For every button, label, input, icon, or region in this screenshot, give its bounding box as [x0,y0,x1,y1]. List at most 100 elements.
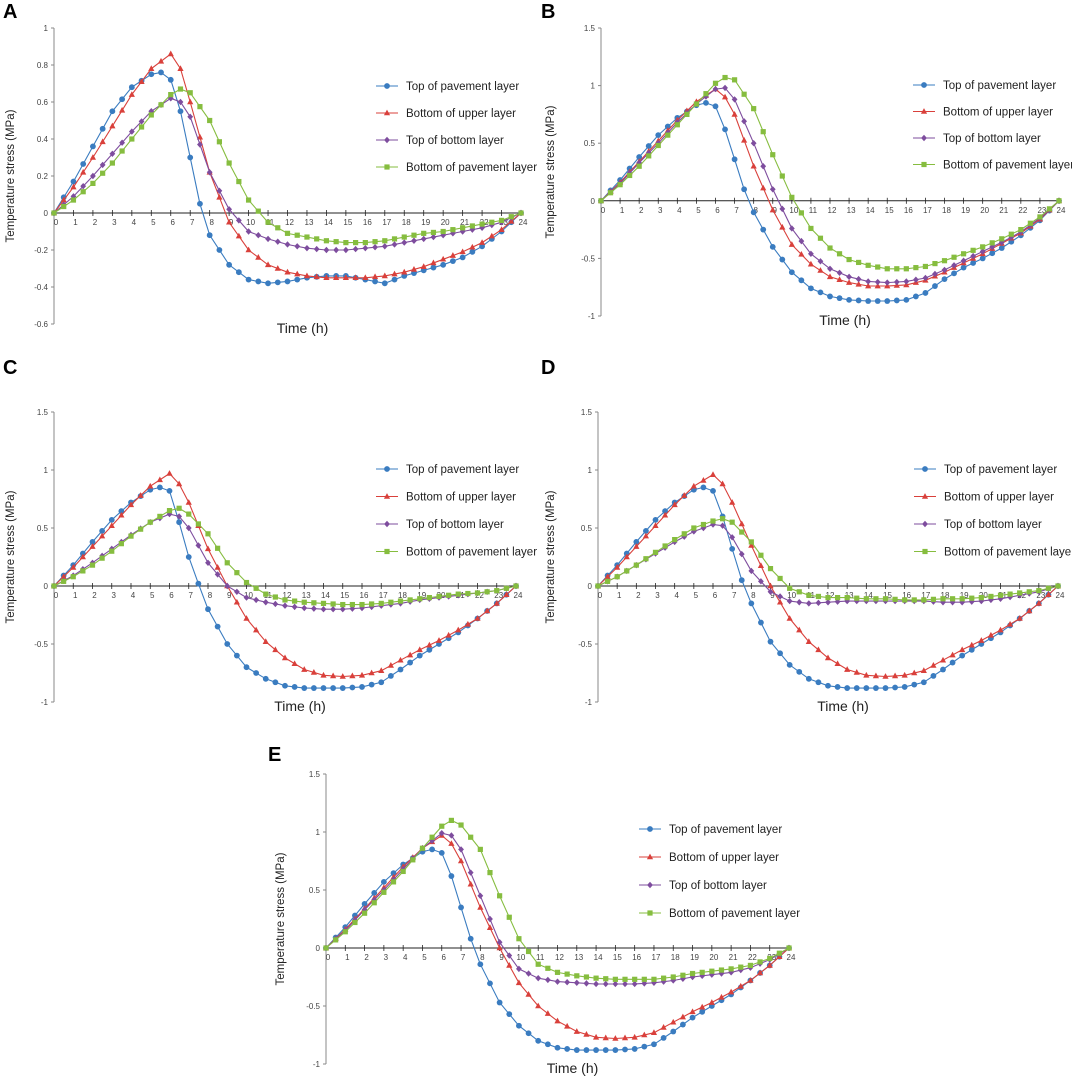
data-point [979,248,986,255]
data-point [921,597,927,603]
data-point [167,95,174,102]
data-point [846,296,852,303]
data-point [235,217,242,224]
x-tick-label: 17 [923,206,932,215]
data-point [448,817,454,823]
data-point [311,600,317,606]
data-point [274,279,281,286]
data-point [940,666,946,673]
data-point [893,278,900,286]
data-point [207,117,213,124]
x-tick-label: 14 [866,206,875,215]
data-point [426,641,433,648]
data-point [284,241,291,248]
x-tick-label: 0 [54,591,59,600]
data-point [284,278,291,285]
data-point [294,276,301,283]
data-point [836,251,843,257]
data-point [60,196,67,203]
data-point [874,282,881,289]
data-point [109,160,115,166]
data-point [633,539,640,545]
y-tick-label: -1 [313,1060,321,1069]
data-point [177,108,184,115]
y-tick-label: -0.5 [578,640,592,649]
data-point [265,219,271,225]
data-point [583,980,590,987]
data-point [80,182,87,190]
x-tick-label: 6 [171,218,176,227]
data-point [853,685,860,691]
y-tick-label: -1 [585,698,593,707]
data-point [689,1014,696,1021]
data-point [834,595,841,601]
data-point [655,142,661,149]
data-point [825,599,831,606]
data-point [477,846,483,852]
data-point [349,601,355,608]
legend-item: Top of pavement layer [639,824,782,836]
data-point [226,206,233,213]
data-point [930,596,937,602]
data-point [739,529,745,535]
x-tick-label: 9 [229,218,234,227]
data-point [807,260,815,267]
data-point [855,280,862,287]
data-point [853,669,860,675]
data-point [518,210,524,216]
data-point [61,203,67,210]
data-point [825,682,831,689]
legend-item: Bottom of upper layer [639,852,779,864]
data-point [333,937,339,943]
data-point [391,236,398,242]
data-point [381,272,388,279]
data-point [438,849,445,856]
legend-label: Bottom of pavement layer [669,908,800,920]
x-tick-label: 4 [131,591,136,600]
data-point [865,278,872,285]
data-point [381,889,387,895]
data-point [60,573,67,580]
data-point [411,232,417,238]
x-tick-label: 19 [417,591,426,600]
data-point [710,518,716,524]
data-point [147,519,153,525]
x-tick-label: 12 [555,953,564,962]
data-point [330,606,337,613]
data-point [959,646,966,653]
data-point [421,230,427,236]
data-point [836,276,843,283]
data-point [459,254,466,261]
data-point [863,596,869,602]
data-point [382,238,388,244]
data-point [671,501,678,508]
data-point [176,519,183,526]
data-point [911,597,917,603]
data-point [99,528,106,534]
data-point [806,592,812,598]
data-point [436,593,442,600]
x-tick-label: 15 [340,591,349,600]
data-point [865,262,871,268]
legend-label: Top of bottom layer [406,135,504,147]
data-point [602,1047,609,1053]
data-point [1045,585,1052,591]
x-tick-label: 2 [364,953,369,962]
data-point [779,173,785,179]
x-tick-label: 0 [326,953,331,962]
legend-label: Bottom of upper layer [406,108,516,120]
data-point [573,1047,580,1053]
x-tick-label: 19 [961,206,970,215]
data-point [255,254,262,260]
data-point [372,239,378,245]
data-point [617,182,623,188]
legend-label: Top of bottom layer [406,519,504,531]
data-point [90,172,96,180]
x-tick-label: 0 [598,591,603,600]
data-point [710,487,716,494]
data-point [352,919,358,926]
data-point [430,264,437,271]
data-point [769,186,776,193]
data-point [564,971,570,977]
y-tick-label: 0 [316,944,321,953]
